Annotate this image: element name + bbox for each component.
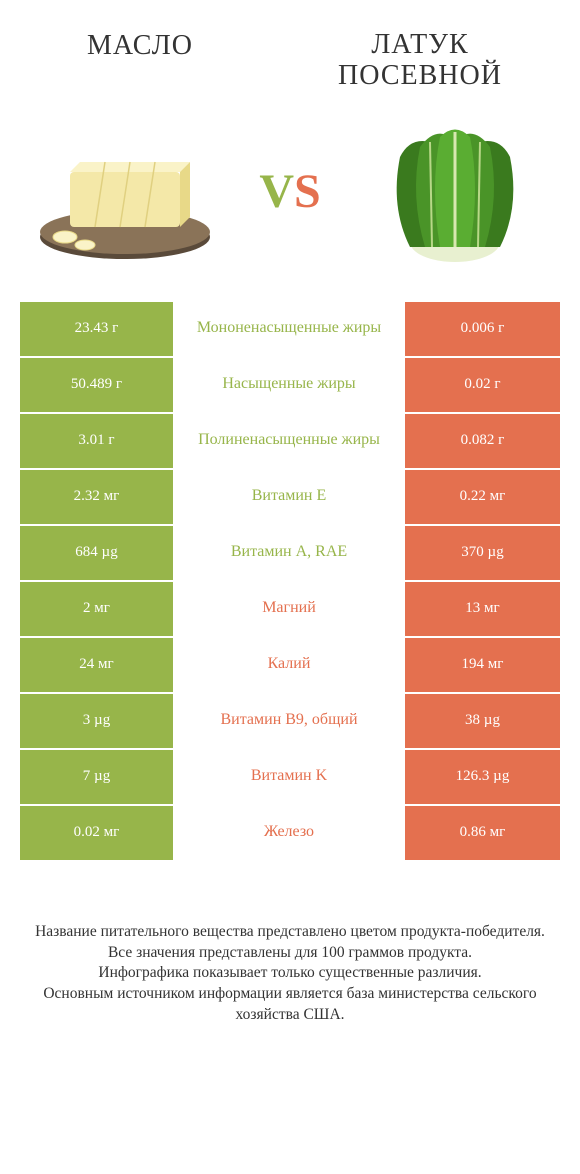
right-value: 0.86 мг: [405, 806, 560, 860]
footer-line: Все значения представлены для 100 граммо…: [30, 943, 550, 964]
footer-line: Название питательного вещества представл…: [30, 922, 550, 943]
nutrient-label: Витамин K: [175, 750, 405, 804]
right-value: 38 µg: [405, 694, 560, 748]
nutrient-label: Мононенасыщенные жиры: [175, 302, 405, 356]
header: Масло Латук посевной: [0, 0, 580, 102]
nutrient-label: Калий: [175, 638, 405, 692]
right-value: 0.02 г: [405, 358, 560, 412]
right-value: 126.3 µg: [405, 750, 560, 804]
footer-line: Основным источником информации является …: [30, 984, 550, 1026]
left-value: 23.43 г: [20, 302, 175, 356]
table-row: 2 мгМагний13 мг: [20, 582, 560, 638]
comparison-table: 23.43 гМононенасыщенные жиры0.006 г50.48…: [20, 302, 560, 862]
nutrient-label: Витамин E: [175, 470, 405, 524]
left-value: 24 мг: [20, 638, 175, 692]
right-value: 0.22 мг: [405, 470, 560, 524]
left-value: 3 µg: [20, 694, 175, 748]
right-value: 13 мг: [405, 582, 560, 636]
right-value: 0.082 г: [405, 414, 560, 468]
left-value: 7 µg: [20, 750, 175, 804]
table-row: 0.02 мгЖелезо0.86 мг: [20, 806, 560, 862]
table-row: 50.489 гНасыщенные жиры0.02 г: [20, 358, 560, 414]
table-row: 3 µgВитамин B9, общий38 µg: [20, 694, 560, 750]
left-value: 2 мг: [20, 582, 175, 636]
nutrient-label: Полиненасыщенные жиры: [175, 414, 405, 468]
right-product-title: Латук посевной: [300, 30, 540, 92]
right-value: 370 µg: [405, 526, 560, 580]
left-value: 684 µg: [20, 526, 175, 580]
nutrient-label: Насыщенные жиры: [175, 358, 405, 412]
table-row: 24 мгКалий194 мг: [20, 638, 560, 694]
left-value: 0.02 мг: [20, 806, 175, 860]
table-row: 2.32 мгВитамин E0.22 мг: [20, 470, 560, 526]
vs-v-letter: V: [259, 164, 294, 219]
nutrient-label: Железо: [175, 806, 405, 860]
table-row: 23.43 гМононенасыщенные жиры0.006 г: [20, 302, 560, 358]
lettuce-image: [360, 117, 550, 267]
nutrient-label: Витамин B9, общий: [175, 694, 405, 748]
table-row: 684 µgВитамин A, RAE370 µg: [20, 526, 560, 582]
right-value: 194 мг: [405, 638, 560, 692]
footer-notes: Название питательного вещества представл…: [30, 922, 550, 1027]
table-row: 3.01 гПолиненасыщенные жиры0.082 г: [20, 414, 560, 470]
vs-badge: VS: [240, 142, 340, 242]
right-value: 0.006 г: [405, 302, 560, 356]
left-value: 3.01 г: [20, 414, 175, 468]
footer-line: Инфографика показывает только существенн…: [30, 963, 550, 984]
left-value: 2.32 мг: [20, 470, 175, 524]
left-product-title: Масло: [40, 30, 240, 62]
nutrient-label: Витамин A, RAE: [175, 526, 405, 580]
table-row: 7 µgВитамин K126.3 µg: [20, 750, 560, 806]
left-value: 50.489 г: [20, 358, 175, 412]
images-row: VS: [0, 102, 580, 302]
butter-image: [30, 117, 220, 267]
vs-s-letter: S: [294, 164, 321, 219]
nutrient-label: Магний: [175, 582, 405, 636]
